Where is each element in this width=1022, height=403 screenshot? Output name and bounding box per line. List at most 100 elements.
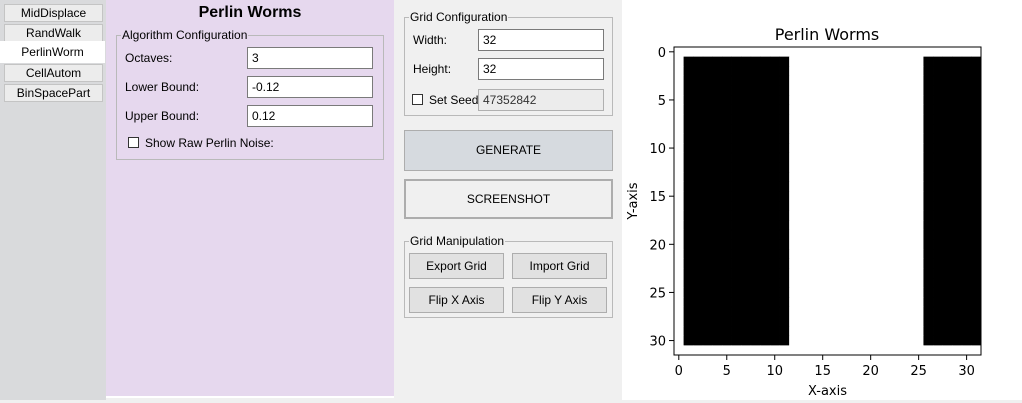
heatmap-cell	[827, 268, 838, 279]
generate-button[interactable]: GENERATE	[404, 130, 613, 171]
heatmap-cell	[961, 345, 972, 356]
heatmap-cell	[923, 239, 934, 250]
heatmap-cell	[856, 191, 867, 202]
screenshot-button[interactable]: SCREENSHOT	[404, 179, 613, 219]
heatmap-cell	[731, 143, 742, 154]
heatmap-cell	[731, 162, 742, 173]
heatmap-cell	[779, 278, 790, 289]
heatmap-cell	[856, 335, 867, 346]
heatmap-cell	[933, 306, 944, 317]
export-grid-button[interactable]: Export Grid	[409, 253, 504, 279]
heatmap-cell	[693, 133, 704, 144]
heatmap-cell	[865, 124, 876, 135]
heatmap-cell	[760, 220, 771, 231]
heatmap-cell	[865, 56, 876, 67]
heatmap-cell	[894, 66, 905, 77]
heatmap-cell	[808, 66, 819, 77]
heatmap-cell	[933, 345, 944, 356]
octaves-input[interactable]	[247, 47, 373, 69]
heatmap-cell	[942, 316, 953, 327]
heatmap-cell	[827, 152, 838, 163]
tab-binspacepart[interactable]: BinSpacePart	[4, 84, 103, 102]
heatmap-cell	[779, 143, 790, 154]
heatmap-cell	[721, 143, 732, 154]
tab-middisplace[interactable]: MidDisplace	[4, 4, 103, 22]
heatmap-cell	[885, 210, 896, 221]
heatmap-cell	[721, 201, 732, 212]
heatmap-cell	[942, 85, 953, 96]
grid-configuration-legend: Grid Configuration	[410, 10, 508, 24]
heatmap-cell	[894, 201, 905, 212]
heatmap-cell	[712, 258, 723, 269]
lower-bound-input[interactable]	[247, 76, 373, 98]
heatmap-cell	[952, 172, 963, 183]
heatmap-cell	[846, 162, 857, 173]
width-input[interactable]	[478, 29, 604, 51]
heatmap-cell	[769, 56, 780, 67]
heatmap-cell	[942, 162, 953, 173]
heatmap-cell	[952, 335, 963, 346]
heatmap-cell	[817, 124, 828, 135]
show-raw-noise-checkbox[interactable]	[128, 137, 139, 148]
grid-manipulation-legend: Grid Manipulation	[410, 234, 505, 248]
heatmap-cell	[789, 326, 800, 337]
set-seed-checkbox[interactable]	[412, 94, 423, 105]
heatmap-cell	[894, 181, 905, 192]
heatmap-cell	[702, 143, 713, 154]
heatmap-cell	[789, 124, 800, 135]
heatmap-cell	[674, 66, 684, 77]
heatmap-cell	[779, 47, 790, 58]
heatmap-cell	[865, 95, 876, 106]
heatmap-cell	[817, 114, 828, 125]
heatmap-cell	[933, 201, 944, 212]
heatmap-cell	[789, 345, 800, 356]
heatmap-cell	[674, 287, 684, 298]
heatmap-cell	[904, 326, 915, 337]
heatmap-cell	[885, 229, 896, 240]
heatmap-cell	[808, 287, 819, 298]
heatmap-cell	[731, 258, 742, 269]
heatmap-cell	[875, 220, 886, 231]
heatmap-cell	[769, 306, 780, 317]
heatmap-cell	[875, 191, 886, 202]
heatmap-cell	[674, 201, 684, 212]
heatmap-cell	[779, 133, 790, 144]
show-raw-noise-label: Show Raw Perlin Noise:	[145, 136, 274, 150]
heatmap-cell	[875, 95, 886, 106]
flip-y-axis-button[interactable]: Flip Y Axis	[512, 287, 607, 313]
heatmap-cell	[885, 191, 896, 202]
heatmap-cell	[808, 345, 819, 356]
heatmap-cell	[875, 172, 886, 183]
heatmap-cell	[856, 85, 867, 96]
heatmap-cell	[856, 297, 867, 308]
heatmap-cell	[827, 181, 838, 192]
heatmap-cell	[731, 181, 742, 192]
heatmap-cell	[741, 210, 752, 221]
heatmap-cell	[674, 220, 684, 231]
heatmap-cell	[942, 278, 953, 289]
heatmap-cell	[961, 66, 972, 77]
upper-bound-input[interactable]	[247, 105, 373, 127]
heatmap-cell	[779, 191, 790, 202]
height-input[interactable]	[478, 58, 604, 80]
heatmap-cell	[760, 268, 771, 279]
heatmap-cell	[702, 249, 713, 260]
tab-perlinworm[interactable]: PerlinWorm	[0, 41, 105, 63]
heatmap-cell	[798, 287, 809, 298]
import-grid-button[interactable]: Import Grid	[512, 253, 607, 279]
heatmap-cell	[693, 239, 704, 250]
flip-x-axis-button[interactable]: Flip X Axis	[409, 287, 504, 313]
heatmap-cell	[693, 258, 704, 269]
seed-input[interactable]	[478, 89, 604, 111]
heatmap-cell	[923, 249, 934, 260]
heatmap-cell	[721, 66, 732, 77]
heatmap-cell	[933, 181, 944, 192]
heatmap-cell	[693, 162, 704, 173]
heatmap-cell	[952, 162, 963, 173]
heatmap-cell	[693, 278, 704, 289]
heatmap-cell	[674, 326, 684, 337]
tab-cellautom[interactable]: CellAutom	[4, 64, 103, 82]
tab-randwalk[interactable]: RandWalk	[4, 24, 103, 42]
heatmap-cell	[913, 114, 924, 125]
heatmap-cell	[798, 47, 809, 58]
